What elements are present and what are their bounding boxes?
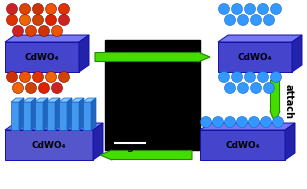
Polygon shape	[35, 98, 48, 102]
FancyArrow shape	[95, 52, 210, 62]
Circle shape	[25, 83, 37, 94]
Circle shape	[224, 15, 235, 26]
Polygon shape	[79, 35, 89, 72]
Circle shape	[59, 15, 69, 26]
Circle shape	[52, 26, 63, 36]
Bar	[105, 40, 200, 150]
Text: growth: growth	[126, 142, 165, 152]
Text: CdWO₄: CdWO₄	[25, 53, 59, 61]
Circle shape	[270, 4, 282, 15]
Polygon shape	[292, 35, 302, 72]
Polygon shape	[83, 98, 96, 102]
Polygon shape	[23, 102, 31, 130]
Circle shape	[20, 4, 30, 15]
Circle shape	[38, 83, 49, 94]
Circle shape	[6, 4, 17, 15]
Polygon shape	[71, 98, 84, 102]
Circle shape	[13, 83, 24, 94]
Circle shape	[38, 26, 49, 36]
Polygon shape	[67, 98, 72, 130]
Text: nucleation: nucleation	[123, 44, 181, 54]
Circle shape	[25, 26, 37, 36]
Circle shape	[33, 4, 44, 15]
Circle shape	[59, 71, 69, 83]
Polygon shape	[55, 98, 60, 130]
Circle shape	[20, 15, 30, 26]
Circle shape	[13, 26, 24, 36]
Circle shape	[224, 83, 235, 94]
Circle shape	[261, 116, 271, 128]
Circle shape	[251, 83, 262, 94]
Circle shape	[52, 83, 63, 94]
Polygon shape	[79, 98, 84, 130]
Polygon shape	[5, 35, 89, 42]
Polygon shape	[19, 98, 24, 130]
Circle shape	[45, 4, 56, 15]
Circle shape	[263, 15, 274, 26]
Polygon shape	[93, 123, 103, 160]
Circle shape	[224, 116, 235, 128]
Circle shape	[251, 15, 262, 26]
Circle shape	[244, 4, 255, 15]
Circle shape	[258, 4, 269, 15]
Polygon shape	[218, 42, 292, 72]
Polygon shape	[200, 130, 285, 160]
Polygon shape	[23, 98, 36, 102]
Circle shape	[236, 116, 247, 128]
Polygon shape	[59, 98, 72, 102]
Circle shape	[263, 83, 274, 94]
Circle shape	[231, 4, 243, 15]
Circle shape	[212, 116, 223, 128]
Polygon shape	[11, 102, 19, 130]
Polygon shape	[83, 102, 91, 130]
Polygon shape	[5, 130, 93, 160]
Polygon shape	[5, 123, 103, 130]
Polygon shape	[43, 98, 48, 130]
Polygon shape	[31, 98, 36, 130]
Circle shape	[238, 83, 248, 94]
Circle shape	[238, 15, 248, 26]
Polygon shape	[218, 35, 302, 42]
FancyArrow shape	[100, 150, 192, 160]
Circle shape	[59, 4, 69, 15]
Polygon shape	[47, 102, 55, 130]
Circle shape	[219, 4, 230, 15]
Circle shape	[6, 15, 17, 26]
Text: CdWO₄: CdWO₄	[32, 140, 66, 149]
Circle shape	[219, 71, 230, 83]
Polygon shape	[5, 42, 79, 72]
Circle shape	[45, 15, 56, 26]
Polygon shape	[47, 98, 60, 102]
Circle shape	[200, 116, 212, 128]
Polygon shape	[35, 102, 43, 130]
Circle shape	[45, 71, 56, 83]
Polygon shape	[11, 98, 24, 102]
Circle shape	[33, 15, 44, 26]
Text: CdWO₄: CdWO₄	[225, 140, 260, 149]
Circle shape	[273, 116, 283, 128]
Text: attach: attach	[284, 84, 294, 119]
FancyArrow shape	[270, 80, 280, 123]
Polygon shape	[59, 102, 67, 130]
Circle shape	[258, 71, 269, 83]
Circle shape	[244, 71, 255, 83]
Polygon shape	[200, 123, 295, 130]
Polygon shape	[71, 102, 79, 130]
Polygon shape	[285, 123, 295, 160]
Circle shape	[6, 71, 17, 83]
Text: CdWO₄: CdWO₄	[238, 53, 272, 61]
Circle shape	[33, 71, 44, 83]
Circle shape	[270, 71, 282, 83]
Polygon shape	[91, 98, 96, 130]
Circle shape	[231, 71, 243, 83]
Circle shape	[248, 116, 259, 128]
Circle shape	[20, 71, 30, 83]
